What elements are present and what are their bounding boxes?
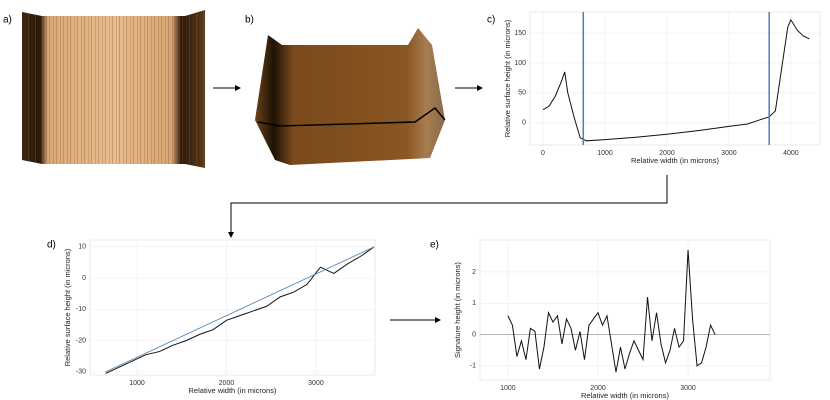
y-tick-label: -10 (76, 306, 86, 313)
x-tick-label: 4000 (783, 150, 799, 157)
data-line (507, 249, 716, 373)
y-tick-label: 10 (78, 244, 86, 251)
x-tick-label: 0 (541, 150, 545, 157)
plot-panel (479, 239, 771, 381)
y-tick-label: 1 (472, 300, 476, 307)
x-tick-label: 3000 (308, 380, 324, 387)
image-a (22, 10, 205, 168)
x-axis-label: Relative width (in microns) (581, 391, 669, 400)
x-tick-label: 2000 (659, 150, 675, 157)
x-tick-label: 1000 (597, 150, 613, 157)
panel-label: a) (3, 15, 12, 26)
y-tick-label: -20 (76, 337, 86, 344)
y-tick-label: -1 (470, 363, 476, 370)
y-axis-label: Relative surface height (in microns) (503, 19, 512, 137)
y-tick-label: 2 (472, 269, 476, 276)
x-tick-label: 2000 (219, 380, 235, 387)
y-tick-label: 150 (514, 30, 526, 37)
y-tick-label: -30 (76, 369, 86, 376)
y-tick-label: 50 (518, 90, 526, 97)
y-tick-label: 0 (472, 331, 476, 338)
x-tick-label: 3000 (721, 150, 737, 157)
data-line (542, 18, 810, 142)
panel-label: c) (487, 15, 495, 26)
y-axis-label: Signature height (in microns) (453, 262, 462, 358)
x-tick-label: 3000 (680, 385, 696, 392)
panel-label: e) (430, 240, 439, 251)
x-tick-label: 1000 (129, 380, 145, 387)
image-b (255, 28, 446, 165)
y-tick-label: 0 (82, 275, 86, 282)
x-tick-label: 2000 (590, 385, 606, 392)
x-axis-label: Relative width (in microns) (631, 156, 719, 165)
plot-panel (89, 239, 376, 376)
data-line (105, 246, 375, 373)
x-tick-label: 1000 (500, 385, 516, 392)
y-tick-label: 0 (522, 120, 526, 127)
plot-panel (529, 11, 821, 146)
panel-label: b) (245, 15, 254, 26)
panel-label: d) (47, 240, 56, 251)
y-tick-label: 100 (514, 60, 526, 67)
y-axis-label: Relative surface height (in microns) (63, 248, 72, 366)
x-axis-label: Relative width (in microns) (189, 386, 277, 395)
arrows (213, 85, 668, 323)
data-line (105, 246, 375, 374)
